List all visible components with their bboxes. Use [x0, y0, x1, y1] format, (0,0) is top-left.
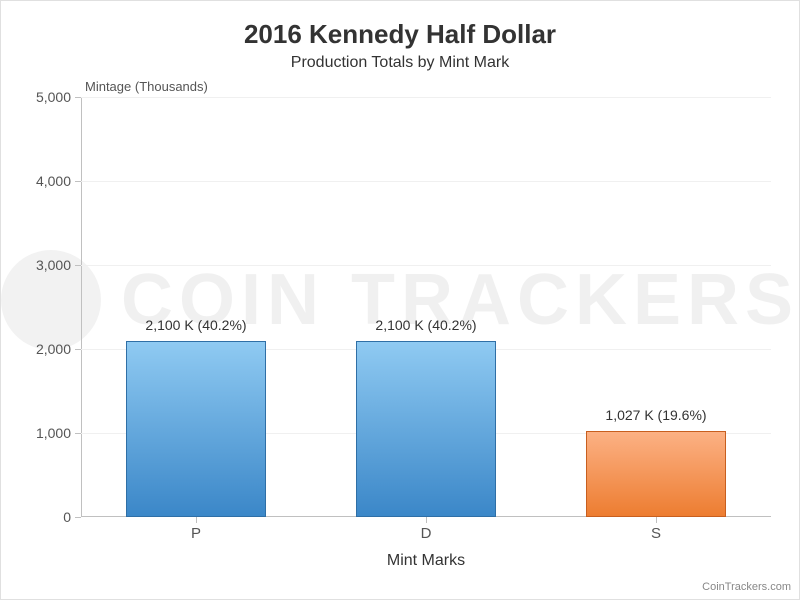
x-tick-label: D	[421, 525, 432, 542]
chart-subtitle: Production Totals by Mint Mark	[1, 54, 799, 72]
y-tick-mark	[75, 265, 81, 266]
y-tick-label: 5,000	[11, 89, 71, 105]
y-tick-label: 3,000	[11, 257, 71, 273]
bar-value-label: 1,027 K (19.6%)	[556, 407, 756, 423]
x-tick-mark	[196, 517, 197, 523]
bar-d	[356, 341, 496, 517]
bar-s	[586, 431, 726, 517]
x-tick-label: P	[191, 525, 201, 542]
bar-value-label: 2,100 K (40.2%)	[326, 317, 526, 333]
chart-area: 01,0002,0003,0004,0005,0002,100 K (40.2%…	[81, 97, 771, 517]
y-tick-mark	[75, 433, 81, 434]
gridline	[81, 97, 771, 98]
x-tick-mark	[426, 517, 427, 523]
y-axis-title: Mintage (Thousands)	[85, 79, 208, 94]
plot-region: 01,0002,0003,0004,0005,0002,100 K (40.2%…	[81, 97, 771, 517]
y-tick-label: 4,000	[11, 173, 71, 189]
chart-title: 2016 Kennedy Half Dollar	[1, 19, 799, 50]
y-tick-mark	[75, 181, 81, 182]
bar-p	[126, 341, 266, 517]
attribution-text: CoinTrackers.com	[702, 581, 791, 593]
x-tick-label: S	[651, 525, 661, 542]
x-tick-mark	[656, 517, 657, 523]
y-tick-label: 1,000	[11, 425, 71, 441]
y-tick-mark	[75, 517, 81, 518]
bar-value-label: 2,100 K (40.2%)	[96, 317, 296, 333]
y-tick-mark	[75, 97, 81, 98]
y-tick-mark	[75, 349, 81, 350]
y-axis-line	[81, 97, 82, 517]
y-tick-label: 0	[11, 509, 71, 525]
y-tick-label: 2,000	[11, 341, 71, 357]
x-axis-title: Mint Marks	[387, 552, 465, 570]
gridline	[81, 181, 771, 182]
gridline	[81, 265, 771, 266]
